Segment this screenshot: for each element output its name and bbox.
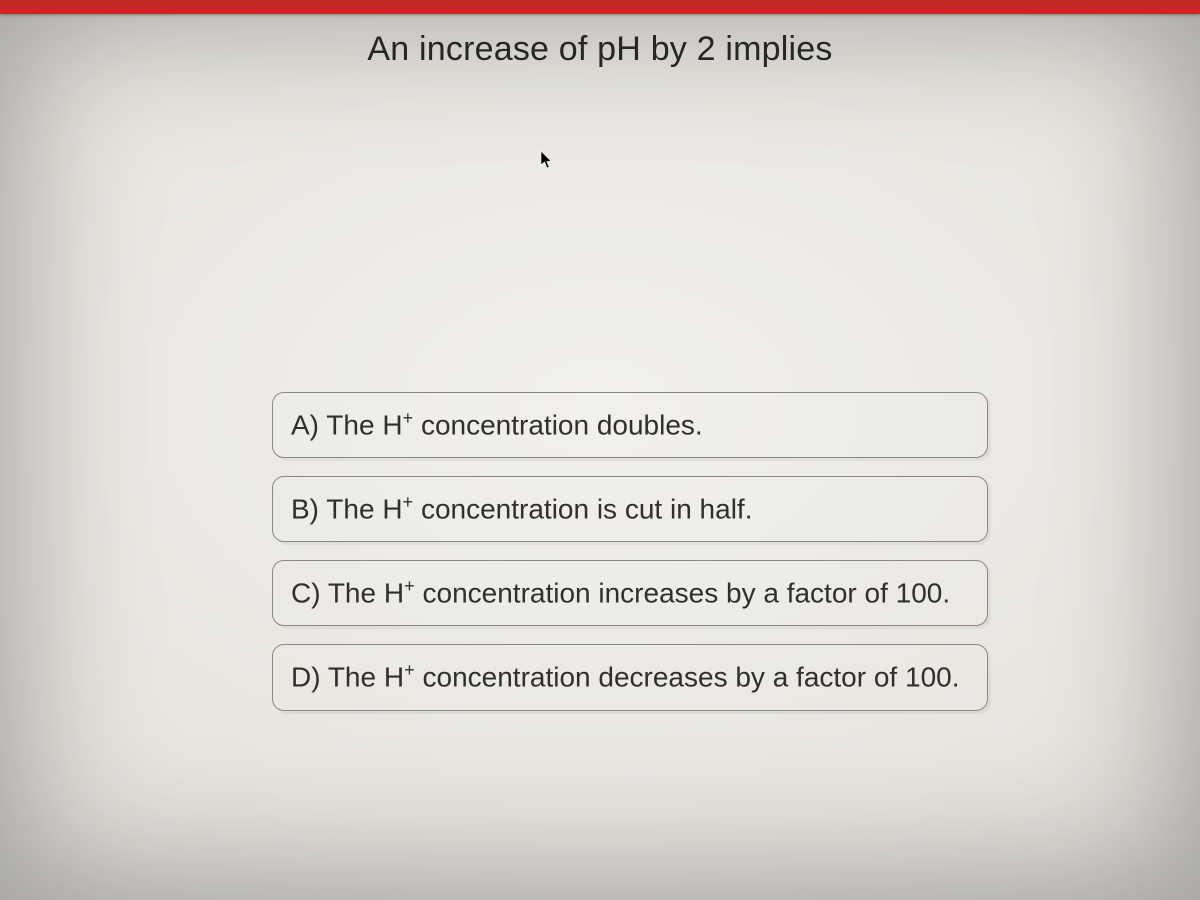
superscript-plus-icon: + <box>403 492 414 512</box>
option-label: C) <box>291 578 321 609</box>
superscript-plus-icon: + <box>404 660 415 680</box>
option-c[interactable]: C) The H+ concentration increases by a f… <box>272 560 988 626</box>
species-symbol: H <box>382 409 402 440</box>
option-b[interactable]: B) The H+ concentration is cut in half. <box>272 476 988 542</box>
option-d[interactable]: D) The H+ concentration decreases by a f… <box>272 644 988 710</box>
option-text: concentration increases by a factor of 1… <box>415 578 950 609</box>
superscript-plus-icon: + <box>404 576 415 596</box>
species-symbol: H <box>384 578 404 609</box>
option-text: The <box>328 578 384 609</box>
option-label: B) <box>291 493 319 524</box>
species-symbol: H <box>382 493 402 524</box>
option-text: concentration decreases by a factor of 1… <box>415 662 960 693</box>
option-text: concentration is cut in half. <box>413 493 752 524</box>
superscript-plus-icon: + <box>403 408 414 428</box>
option-text: The <box>328 662 384 693</box>
species-symbol: H <box>384 662 404 693</box>
option-a[interactable]: A) The H+ concentration doubles. <box>272 392 988 458</box>
option-text: The <box>326 493 382 524</box>
top-red-bar <box>0 0 1200 14</box>
option-text: The <box>326 409 382 440</box>
options-container: A) The H+ concentration doubles. B) The … <box>272 392 988 711</box>
cursor-icon <box>540 150 554 170</box>
option-label: A) <box>291 409 319 440</box>
question-text: An increase of pH by 2 implies <box>0 30 1200 69</box>
quiz-screen: An increase of pH by 2 implies A) The H+… <box>0 0 1200 900</box>
option-text: concentration doubles. <box>413 409 703 440</box>
option-label: D) <box>291 662 321 693</box>
